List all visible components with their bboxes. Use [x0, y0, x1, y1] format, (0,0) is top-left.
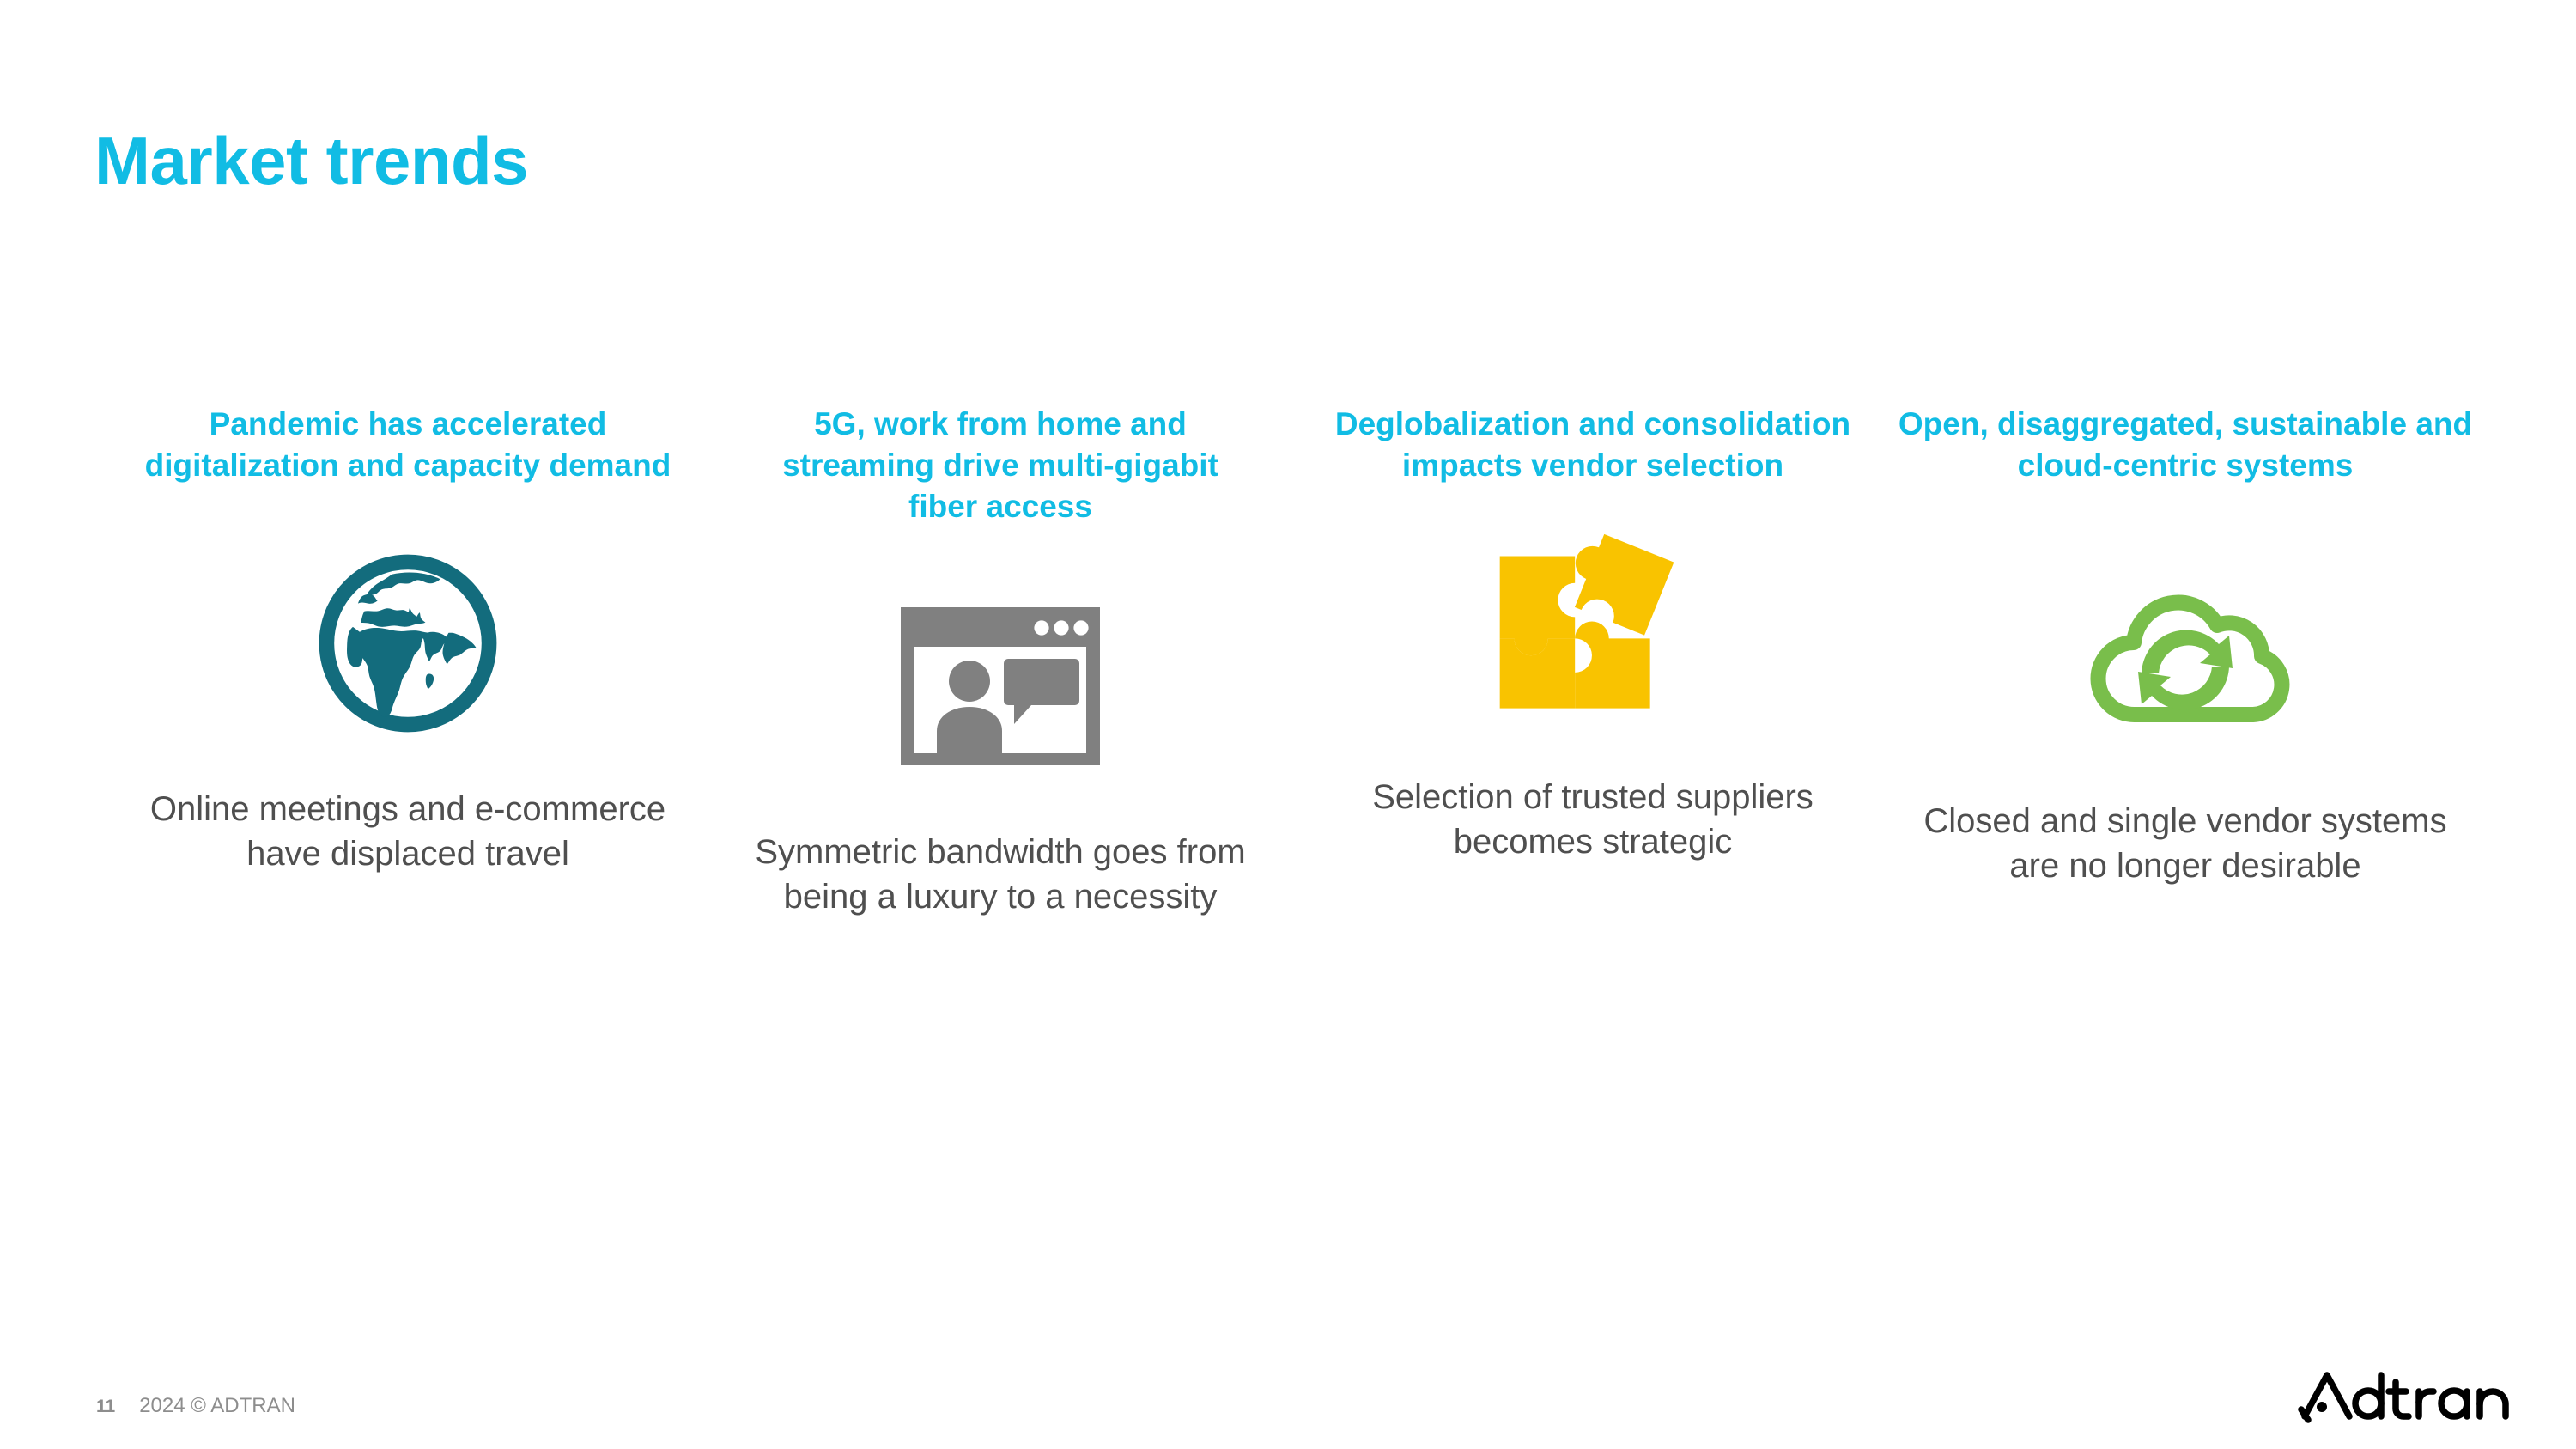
copyright-text: 2024 © ADTRAN	[139, 1394, 295, 1417]
page-number: 11	[96, 1397, 116, 1416]
trend-icon-slot	[1297, 491, 1889, 775]
trend-heading: 5G, work from home and streaming drive m…	[782, 406, 1218, 525]
trend-column-5g: 5G, work from home and streaming drive m…	[704, 404, 1297, 919]
cloud-sync-icon	[2069, 574, 2301, 741]
trend-heading: Open, disaggregated, sustainable and clo…	[1898, 406, 2473, 484]
trend-icon-slot	[112, 491, 704, 787]
trend-column-open-systems: Open, disaggregated, sustainable and clo…	[1889, 404, 2482, 888]
trend-heading: Pandemic has accelerated digitalization …	[144, 406, 671, 484]
slide-footer: 11 2024 © ADTRAN	[96, 1394, 295, 1418]
trend-caption: Closed and single vendor systems are no …	[1923, 802, 2447, 886]
trend-caption: Online meetings and e-commerce have disp…	[149, 790, 666, 874]
trend-icon-slot	[704, 533, 1297, 830]
trend-icon-slot	[1889, 491, 2482, 799]
trend-columns: Pandemic has accelerated digitalization …	[112, 404, 2482, 919]
puzzle-pieces-icon	[1485, 524, 1700, 743]
trend-caption: Selection of trusted suppliers becomes s…	[1372, 778, 1814, 861]
trend-heading: Deglobalization and consolidation impact…	[1334, 406, 1851, 484]
trend-caption: Symmetric bandwidth goes from being a lu…	[755, 833, 1246, 916]
adtran-logo	[2294, 1367, 2509, 1427]
page-title: Market trends	[94, 123, 529, 198]
trend-column-deglobalization: Deglobalization and consolidation impact…	[1297, 404, 1889, 864]
trend-column-pandemic: Pandemic has accelerated digitalization …	[112, 404, 704, 876]
video-call-window-icon	[897, 600, 1103, 776]
globe-icon	[313, 549, 502, 742]
